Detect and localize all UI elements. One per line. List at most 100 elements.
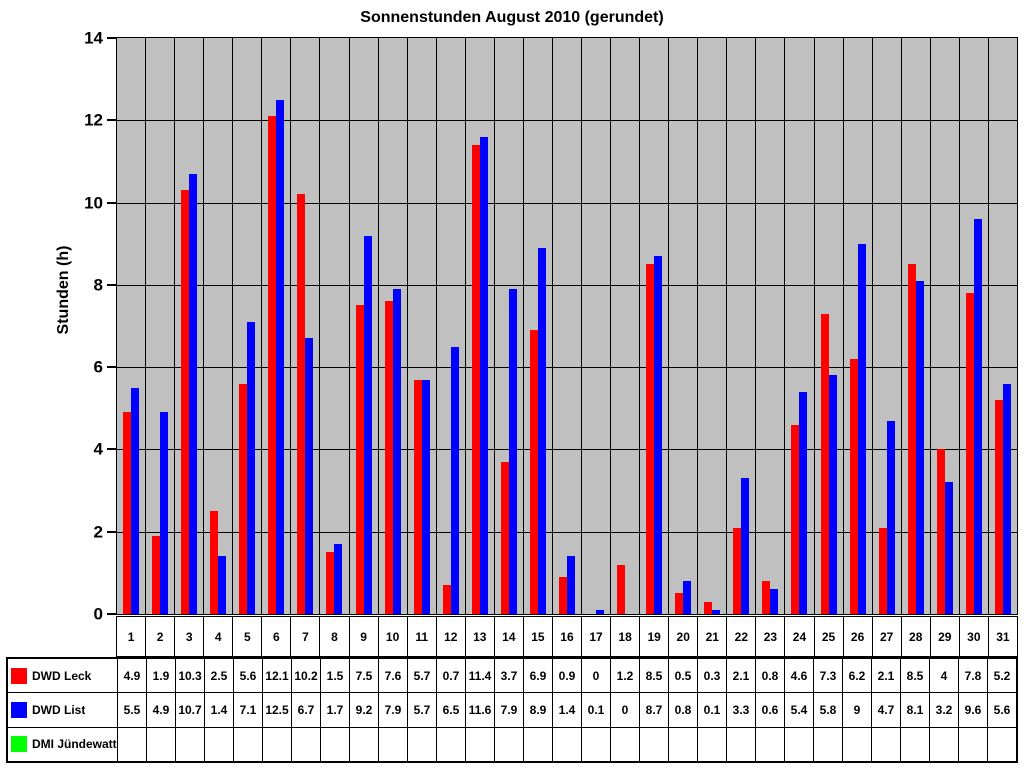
value-cell: 11.4	[465, 659, 494, 693]
bar-dwd-leck	[558, 576, 567, 614]
value-cell	[233, 727, 262, 761]
day-column	[727, 38, 757, 614]
value-cell	[784, 727, 813, 761]
bar-dwd-leck	[762, 581, 771, 614]
table-row-dmi-j-ndewatt: DMI Jündewatt	[8, 726, 1016, 761]
bar-dwd-list	[566, 556, 575, 614]
value-cell: 0.9	[552, 659, 581, 693]
day-label: 28	[902, 617, 931, 656]
value-cell	[552, 727, 581, 761]
value-cell: 0.8	[668, 693, 697, 727]
bar-dwd-list	[392, 288, 401, 614]
day-column	[873, 38, 902, 614]
y-tick-label: 14	[84, 28, 103, 48]
day-label: 22	[727, 617, 757, 656]
value-cell: 0.1	[581, 693, 610, 727]
table-row-dwd-leck: DWD Leck 4.9 1.9 10.3 2.5 5.6 12.1 10.2 1.5 7.5 7.…	[8, 659, 1016, 693]
legend-cell: DWD Leck	[8, 659, 117, 692]
value-cell: 3.7	[494, 659, 523, 693]
value-cell: 0	[610, 693, 639, 727]
value-cell: 4.9	[146, 693, 175, 727]
day-label: 15	[524, 617, 553, 656]
y-tick-label: 8	[93, 275, 103, 295]
y-tick-mark	[107, 283, 116, 286]
value-cell: 5.5	[117, 693, 146, 727]
bar-dwd-leck	[994, 400, 1003, 614]
value-cell: 5.6	[233, 659, 262, 693]
value-cell	[204, 727, 233, 761]
grid-line	[117, 449, 1017, 451]
legend-label: DWD List	[32, 702, 86, 717]
legend-cell: DMI Jündewatt	[8, 728, 117, 761]
bar-dwd-leck	[384, 301, 393, 614]
day-column	[698, 38, 728, 614]
y-tick-label: 4	[93, 439, 103, 459]
value-cell: 12.5	[262, 693, 291, 727]
value-cell: 5.2	[987, 659, 1016, 693]
bar-dwd-list	[276, 99, 285, 614]
value-cell: 5.4	[784, 693, 813, 727]
bar-dwd-leck	[123, 412, 132, 614]
legend-swatch	[11, 701, 27, 718]
value-cell: 1.5	[320, 659, 349, 693]
legend-label: DMI Jündewatt	[32, 737, 117, 752]
day-column	[931, 38, 960, 614]
day-column	[582, 38, 612, 614]
bar-dwd-list	[741, 478, 750, 614]
value-cell	[407, 727, 436, 761]
legend-table: DWD Leck 4.9 1.9 10.3 2.5 5.6 12.1 10.2 1.5 7.5 7.…	[6, 657, 1018, 763]
value-cell	[697, 727, 726, 761]
day-column	[815, 38, 844, 614]
value-cell: 0.6	[755, 693, 784, 727]
bar-dwd-list	[421, 379, 430, 614]
value-cell: 10.2	[291, 659, 320, 693]
value-cell: 5.7	[407, 659, 436, 693]
bar-dwd-leck	[733, 527, 742, 614]
bar-dwd-list	[363, 235, 372, 614]
value-cell	[668, 727, 697, 761]
bar-dwd-leck	[878, 527, 887, 614]
value-cell: 5.8	[813, 693, 842, 727]
y-tick-mark	[107, 201, 116, 204]
bar-dwd-list	[799, 391, 808, 614]
grid-line	[117, 120, 1017, 122]
bar-dwd-list	[944, 482, 953, 614]
value-cell	[320, 727, 349, 761]
bar-dwd-leck	[907, 264, 916, 614]
value-cell: 6.9	[523, 659, 552, 693]
value-cell	[291, 727, 320, 761]
value-cell: 2.1	[871, 659, 900, 693]
value-cell: 3.3	[726, 693, 755, 727]
value-cell	[465, 727, 494, 761]
legend-swatch	[11, 736, 27, 753]
bar-dwd-list	[683, 581, 692, 614]
day-label: 9	[350, 617, 379, 656]
value-cell	[262, 727, 291, 761]
day-column	[466, 38, 495, 614]
bar-dwd-leck	[617, 564, 626, 614]
bar-dwd-list	[131, 387, 140, 614]
bar-dwd-leck	[355, 305, 364, 614]
day-label: 12	[437, 617, 466, 656]
value-cell	[494, 727, 523, 761]
day-label: 7	[291, 617, 321, 656]
value-cell: 1.7	[320, 693, 349, 727]
value-cell: 11.6	[465, 693, 494, 727]
bar-dwd-list	[247, 321, 256, 614]
day-label: 1	[117, 617, 147, 656]
day-column	[553, 38, 582, 614]
value-cell: 10.7	[175, 693, 204, 727]
bar-dwd-list	[1002, 383, 1011, 614]
day-column	[350, 38, 379, 614]
value-cell: 7.9	[494, 693, 523, 727]
grid-line	[117, 284, 1017, 286]
value-cell: 4.6	[784, 659, 813, 693]
value-cell: 0.5	[668, 659, 697, 693]
bar-dwd-leck	[675, 593, 684, 614]
value-cell: 12.1	[262, 659, 291, 693]
day-column	[320, 38, 350, 614]
bar-dwd-list	[479, 136, 488, 614]
bar-dwd-leck	[820, 313, 829, 614]
bar-dwd-list	[886, 420, 895, 614]
